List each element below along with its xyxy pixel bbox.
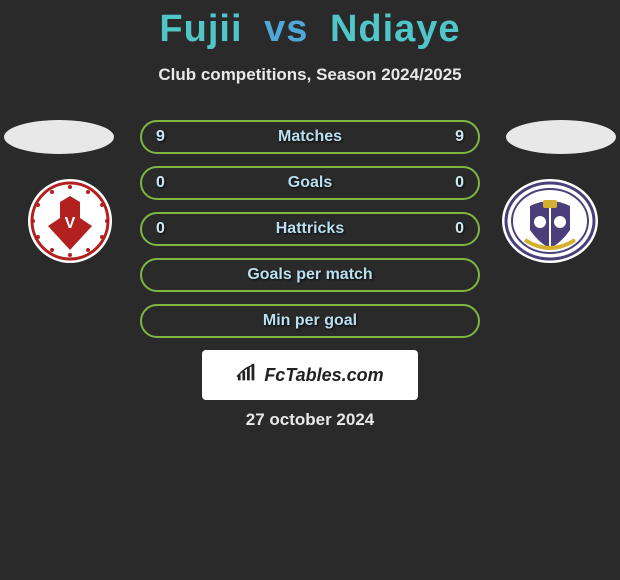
brand-text: FcTables.com bbox=[264, 365, 383, 386]
snapshot-date: 27 october 2024 bbox=[0, 410, 620, 430]
player1-photo-placeholder bbox=[4, 120, 114, 154]
stat-left-value: 0 bbox=[156, 220, 165, 238]
stat-left-value: 0 bbox=[156, 174, 165, 192]
stat-left-value: 9 bbox=[156, 128, 165, 146]
vs-word: vs bbox=[264, 8, 308, 50]
stat-row: 9 Matches 9 bbox=[140, 120, 480, 154]
svg-text:V: V bbox=[65, 215, 76, 232]
player2-photo-placeholder bbox=[506, 120, 616, 154]
player1-name: Fujii bbox=[159, 8, 242, 50]
stat-row: 0 Goals 0 bbox=[140, 166, 480, 200]
stat-right-value: 0 bbox=[455, 174, 464, 192]
stat-row: Goals per match bbox=[140, 258, 480, 292]
stat-label: Min per goal bbox=[263, 312, 357, 330]
stat-label: Goals bbox=[288, 174, 332, 192]
svg-text:K: K bbox=[80, 202, 88, 213]
player2-club-badge bbox=[500, 178, 600, 264]
stat-label: Goals per match bbox=[247, 266, 372, 284]
stat-row: Min per goal bbox=[140, 304, 480, 338]
svg-text:K: K bbox=[52, 202, 60, 213]
stats-table: 9 Matches 9 0 Goals 0 0 Hattricks 0 Goal… bbox=[140, 120, 480, 350]
comparison-title: Fujii vs Ndiaye bbox=[0, 0, 620, 51]
stat-label: Matches bbox=[278, 128, 342, 146]
season-subtitle: Club competitions, Season 2024/2025 bbox=[0, 65, 620, 85]
player2-name: Ndiaye bbox=[330, 8, 461, 50]
brand-badge: FcTables.com bbox=[202, 350, 418, 400]
stat-row: 0 Hattricks 0 bbox=[140, 212, 480, 246]
stat-right-value: 0 bbox=[455, 220, 464, 238]
stat-label: Hattricks bbox=[276, 220, 344, 238]
player1-club-badge: V K K bbox=[20, 178, 120, 264]
chart-icon bbox=[236, 363, 258, 388]
stat-right-value: 9 bbox=[455, 128, 464, 146]
